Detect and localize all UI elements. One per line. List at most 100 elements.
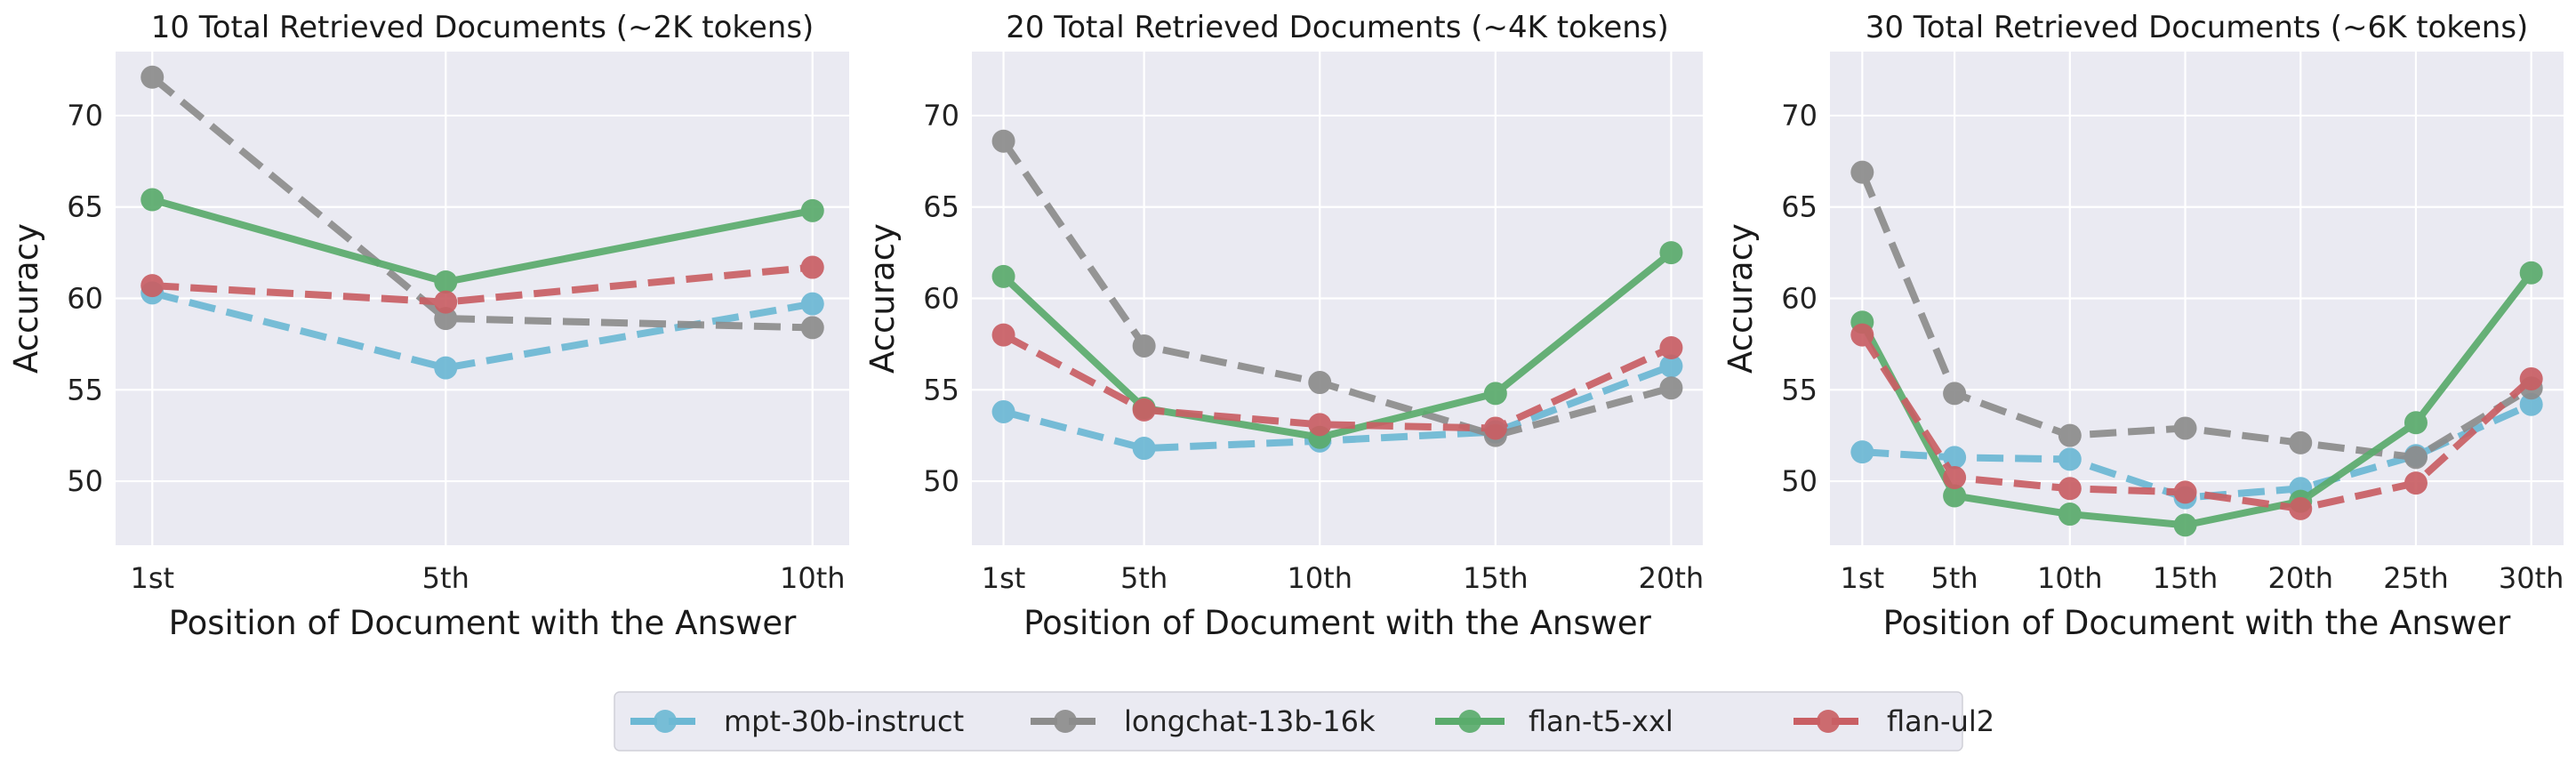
data-point-mpt-30b-instruct <box>434 356 458 380</box>
x-tick-label: 5th <box>1931 561 1978 595</box>
data-point-longchat-13b-16k <box>1308 371 1332 395</box>
legend-marker <box>1458 710 1481 733</box>
data-point-flan-ul2 <box>2403 471 2428 495</box>
data-point-longchat-13b-16k <box>2058 423 2082 447</box>
data-point-longchat-13b-16k <box>991 129 1015 153</box>
x-tick-label: 10th <box>2037 561 2103 595</box>
series-line-longchat-13b-16k <box>149 74 813 332</box>
data-point-longchat-13b-16k <box>434 307 458 331</box>
data-point-flan-ul2 <box>1483 416 1507 440</box>
data-point-flan-ul2 <box>2058 477 2082 501</box>
chart-panel-1: 50 55 60 65 70 1st 5th 10th 10 Total Retrieved D… <box>7 10 849 642</box>
x-tick-label: 10th <box>780 561 846 595</box>
y-tick-label: 50 <box>67 464 103 498</box>
legend-marker <box>1817 710 1840 733</box>
legend-marker <box>1054 710 1077 733</box>
x-tick-label: 20th <box>2267 561 2333 595</box>
data-point-flan-t5-xxl <box>2058 503 2082 527</box>
y-tick-label: 65 <box>67 190 103 224</box>
data-point-flan-t5-xxl <box>991 264 1015 288</box>
legend-marker <box>654 710 677 733</box>
y-tick-label: 60 <box>67 282 103 316</box>
data-point-flan-t5-xxl <box>1943 484 1967 508</box>
x-tick-label: 20th <box>1639 561 1705 595</box>
y-tick-label: 60 <box>1781 282 1818 316</box>
chart-title: 20 Total Retrieved Documents (~4K tokens… <box>1006 10 1669 45</box>
legend-entry-flan-t5-xxl: flan-t5-xxl <box>1435 704 1673 738</box>
legend-entry-mpt-30b-instruct: mpt-30b-instruct <box>630 704 964 738</box>
data-point-mpt-30b-instruct <box>1132 437 1156 461</box>
legend-entry-longchat-13b-16k: longchat-13b-16k <box>1031 704 1376 738</box>
y-tick-label: 50 <box>923 464 959 498</box>
y-tick-label: 70 <box>1781 99 1818 133</box>
data-point-longchat-13b-16k <box>1659 376 1683 400</box>
data-point-mpt-30b-instruct <box>2058 447 2082 471</box>
legend-label: longchat-13b-16k <box>1124 704 1376 738</box>
y-tick-label: 55 <box>923 373 959 406</box>
series-longchat-13b-16k <box>991 129 1683 447</box>
data-point-flan-t5-xxl <box>800 198 824 222</box>
panels: 50 55 60 65 70 1st 5th 10th 10 Total Retrieved D… <box>7 10 2564 642</box>
data-point-flan-ul2 <box>2289 496 2313 520</box>
data-point-flan-ul2 <box>800 255 824 279</box>
data-point-flan-t5-xxl <box>2403 411 2428 435</box>
legend: mpt-30b-instruct longchat-13b-16k flan-t5-… <box>614 691 1994 752</box>
legend-label: mpt-30b-instruct <box>724 704 964 738</box>
data-point-flan-t5-xxl <box>1659 241 1683 265</box>
x-tick-label: 15th <box>2153 561 2219 595</box>
data-point-flan-t5-xxl <box>434 270 458 294</box>
series-flan-ul2 <box>1850 323 2543 520</box>
y-tick-label: 65 <box>923 190 959 224</box>
data-point-longchat-13b-16k <box>2289 430 2313 454</box>
data-point-flan-t5-xxl <box>1483 382 1507 406</box>
data-point-mpt-30b-instruct <box>991 399 1015 423</box>
data-point-longchat-13b-16k <box>2173 416 2197 440</box>
data-point-longchat-13b-16k <box>1132 334 1156 358</box>
data-point-flan-ul2 <box>2173 480 2197 504</box>
data-point-longchat-13b-16k <box>1850 160 1874 184</box>
y-tick-label: 70 <box>67 99 103 133</box>
chart-title: 30 Total Retrieved Documents (~6K tokens… <box>1866 10 2529 45</box>
x-tick-label: 15th <box>1463 561 1529 595</box>
y-tick-label: 55 <box>1781 373 1818 406</box>
data-point-longchat-13b-16k <box>140 65 165 89</box>
y-tick-label: 65 <box>1781 190 1818 224</box>
data-point-longchat-13b-16k <box>1943 382 1967 406</box>
y-tick-label: 60 <box>923 282 959 316</box>
x-axis-label: Position of Document with the Answer <box>1883 604 2511 642</box>
legend-label: flan-ul2 <box>1887 704 1994 738</box>
data-point-flan-ul2 <box>1943 465 1967 489</box>
y-axis-label: Accuracy <box>7 223 45 374</box>
data-point-longchat-13b-16k <box>2403 446 2428 470</box>
series-flan-t5-xxl <box>140 188 824 294</box>
data-point-flan-ul2 <box>1132 398 1156 422</box>
y-tick-label: 50 <box>1781 464 1818 498</box>
y-tick-label: 70 <box>923 99 959 133</box>
data-point-mpt-30b-instruct <box>1850 440 1874 464</box>
series-longchat-13b-16k <box>140 65 824 340</box>
data-point-flan-t5-xxl <box>2519 261 2543 285</box>
x-axis-label: Position of Document with the Answer <box>1023 604 1651 642</box>
data-point-mpt-30b-instruct <box>1659 354 1683 378</box>
data-point-flan-t5-xxl <box>2173 513 2197 537</box>
data-point-flan-ul2 <box>991 323 1015 347</box>
y-axis-label: Accuracy <box>863 223 902 374</box>
x-tick-label: 1st <box>982 561 1026 595</box>
series-line-flan-ul2 <box>1001 332 1673 432</box>
x-tick-label: 30th <box>2499 561 2564 595</box>
chart-title: 10 Total Retrieved Documents (~2K tokens… <box>151 10 815 45</box>
y-axis-label: Accuracy <box>1721 223 1760 374</box>
data-point-mpt-30b-instruct <box>800 292 824 316</box>
x-tick-label: 10th <box>1287 561 1352 595</box>
x-tick-label: 1st <box>1841 561 1885 595</box>
x-axis-label: Position of Document with the Answer <box>169 604 797 642</box>
data-point-flan-ul2 <box>434 290 458 314</box>
chart-panel-2: 50 55 60 65 70 1st 5th 10th 15th 20th 20 Total Ret… <box>863 10 1704 642</box>
data-point-flan-ul2 <box>1850 323 1874 347</box>
series-flan-ul2 <box>140 255 824 314</box>
data-point-flan-t5-xxl <box>140 188 165 212</box>
legend-label: flan-t5-xxl <box>1529 704 1673 738</box>
legend-entry-flan-ul2: flan-ul2 <box>1794 704 1994 738</box>
data-point-mpt-30b-instruct <box>2519 392 2543 416</box>
